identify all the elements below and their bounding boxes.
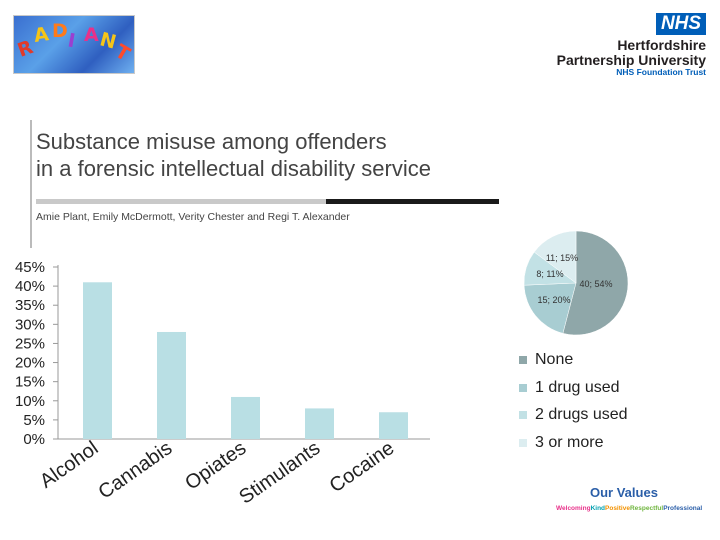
y-tick-label: 45% bbox=[15, 259, 45, 276]
legend-label: 2 drugs used bbox=[535, 406, 628, 423]
pie-data-label: 8; 11% bbox=[536, 269, 563, 279]
x-category-label: Cocaine bbox=[326, 437, 399, 497]
bar-cannabis bbox=[157, 331, 186, 439]
y-tick-label: 30% bbox=[15, 316, 45, 333]
bar-opiates bbox=[231, 396, 260, 439]
value-welcoming: Welcoming bbox=[556, 505, 591, 512]
value-respectful: Respectful bbox=[629, 505, 664, 512]
our-values-tagline: WelcomingKindPositiveRespectfulProfessio… bbox=[556, 505, 702, 512]
legend-swatch bbox=[519, 383, 527, 392]
nhs-trust-name-line2: Partnership University bbox=[556, 52, 706, 68]
paper-title: Substance misuse among offenders in a fo… bbox=[36, 128, 431, 182]
legend-swatch bbox=[519, 438, 527, 447]
our-values-logo: Our Values bbox=[590, 485, 658, 500]
pie-chart: 40; 54% 15; 20% 8; 11% 11; 15% bbox=[523, 230, 629, 336]
nhs-trust-name-line1: Hertfordshire bbox=[617, 37, 706, 53]
title-side-rule bbox=[30, 120, 32, 248]
y-tick-label: 0% bbox=[23, 431, 45, 448]
paper-title-line2: in a forensic intellectual disability se… bbox=[36, 156, 431, 181]
x-category-label: Opiates bbox=[181, 437, 250, 495]
legend-label: 1 drug used bbox=[535, 378, 620, 396]
bar-cocaine bbox=[379, 412, 408, 439]
pie-data-label: 15; 20% bbox=[537, 295, 570, 305]
title-underline-grey bbox=[36, 199, 326, 204]
y-tick-label: 25% bbox=[15, 335, 45, 352]
bar-alcohol bbox=[83, 282, 112, 439]
legend-label: None bbox=[535, 351, 574, 368]
radiant-letter-r: R bbox=[14, 36, 36, 62]
pie-slice-none bbox=[562, 230, 629, 336]
legend-swatch bbox=[519, 356, 527, 364]
pie-data-label: 40; 54% bbox=[579, 279, 612, 289]
value-professional: Professional bbox=[663, 505, 703, 512]
y-tick-label: 40% bbox=[15, 278, 45, 295]
paper-authors: Amie Plant, Emily McDermott, Verity Ches… bbox=[36, 211, 350, 223]
pie-slice-1-drug-used bbox=[523, 282, 577, 334]
pie-slice-3-or-more bbox=[533, 230, 577, 284]
radiant-letter-d: D bbox=[52, 20, 68, 42]
y-tick-label: 15% bbox=[15, 374, 45, 391]
y-tick-label: 20% bbox=[15, 355, 45, 372]
paper-title-line1: Substance misuse among offenders bbox=[36, 129, 387, 154]
x-category-label: Cannabis bbox=[95, 437, 177, 503]
y-tick-label: 10% bbox=[15, 393, 45, 410]
bar-chart: 0% 5% 10% 15% 20% 25% 30% 35% 40% 45% AlcoholCann… bbox=[15, 259, 430, 509]
radiant-letter-a: A bbox=[84, 24, 99, 46]
legend-label: 3 or more bbox=[535, 433, 604, 451]
legend-swatch bbox=[519, 411, 527, 419]
bar-stimulants bbox=[305, 408, 334, 439]
title-underline-black bbox=[326, 199, 499, 204]
y-tick-label: 5% bbox=[23, 412, 45, 429]
radiant-letter-a: A bbox=[32, 23, 51, 47]
value-kind: Kind bbox=[590, 505, 606, 512]
pie-data-label: 11; 15% bbox=[546, 253, 578, 263]
x-category-label: Alcohol bbox=[36, 437, 102, 493]
y-tick-label: 35% bbox=[15, 297, 45, 314]
nhs-foundation-trust-label: NHS Foundation Trust bbox=[616, 67, 706, 77]
value-positive: Positive bbox=[605, 505, 630, 512]
nhs-badge: NHS bbox=[656, 13, 706, 35]
x-category-label: Stimulants bbox=[235, 437, 324, 509]
